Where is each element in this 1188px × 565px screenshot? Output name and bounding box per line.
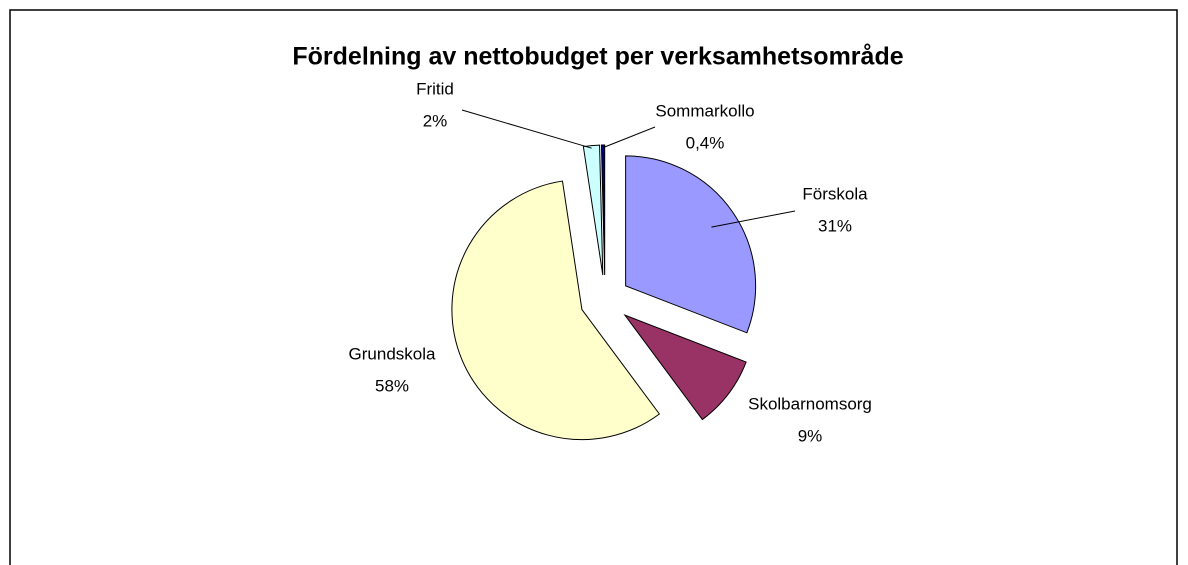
pie-slice [623, 314, 747, 421]
pie-slice [451, 180, 661, 441]
leader-line [461, 109, 592, 149]
pie-slice [600, 144, 606, 276]
leader-line [711, 210, 796, 228]
slice-label: Grundskola [349, 344, 436, 363]
value-label: 2% [423, 111, 448, 130]
value-label: 31% [818, 216, 852, 235]
chart-frame [9, 9, 1178, 565]
value-label: 9% [798, 426, 823, 445]
slice-label: Fritid [416, 79, 454, 98]
slice-label: Förskola [802, 184, 868, 203]
value-label: 0,4% [686, 133, 725, 152]
slice-label: Sommarkollo [655, 101, 754, 120]
slice-label: Skolbarnomsorg [748, 394, 872, 413]
value-label: 58% [375, 376, 409, 395]
pie-slice [582, 144, 604, 276]
pie-slice [625, 155, 757, 334]
leader-line [602, 126, 656, 149]
chart-title: Fördelning av nettobudget per verksamhet… [292, 43, 903, 71]
